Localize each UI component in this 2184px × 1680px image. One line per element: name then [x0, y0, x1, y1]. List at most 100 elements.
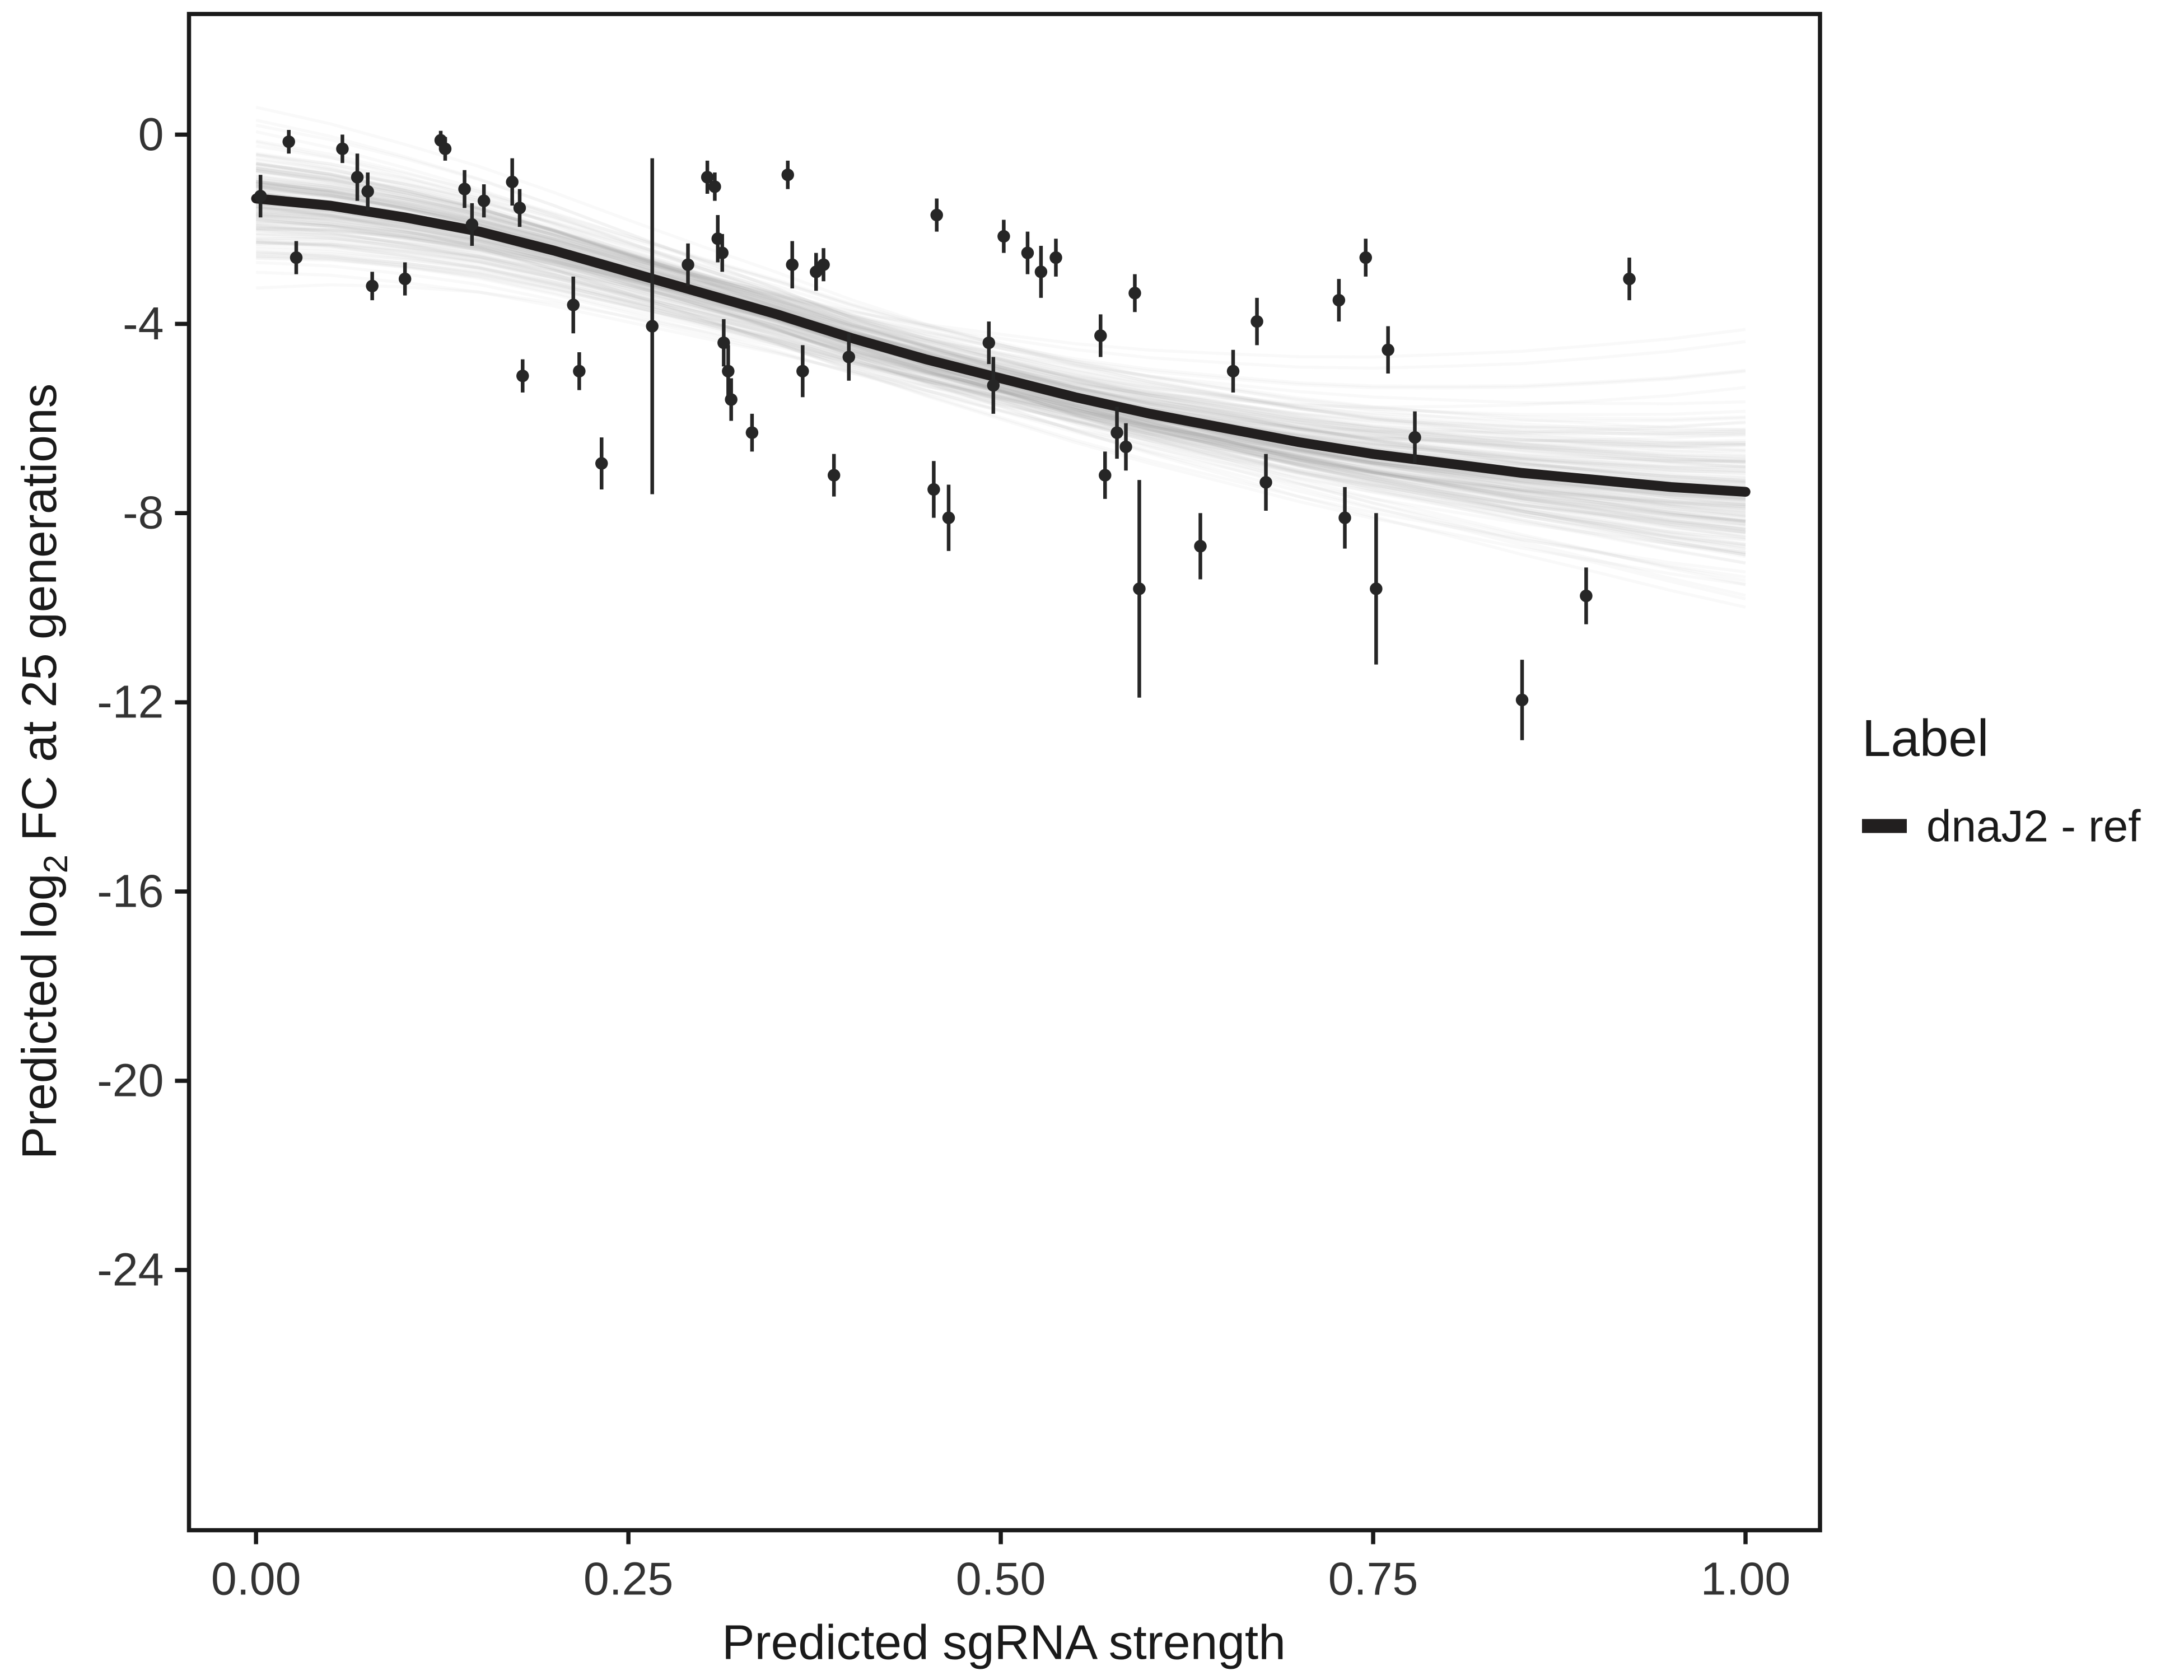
posterior-draw-line [255, 178, 1746, 582]
posterior-draw-line [255, 169, 1746, 536]
data-point [1382, 343, 1394, 357]
posterior-draw-line [256, 256, 1746, 504]
posterior-draw-line [255, 175, 1746, 468]
posterior-draw-line [256, 208, 1746, 609]
x-tick-label: 0.25 [584, 1553, 674, 1605]
posterior-draw-line [255, 169, 1746, 429]
data-point [1515, 693, 1529, 707]
posterior-draw-line [256, 241, 1746, 500]
x-tick-label: 1.00 [1701, 1553, 1791, 1605]
data-point [930, 208, 943, 222]
posterior-draw-line [255, 186, 1746, 475]
posterior-draw-line [256, 194, 1746, 464]
posterior-draw-line [255, 130, 1746, 464]
data-point [701, 171, 714, 184]
legend-title: Label [1862, 709, 1989, 767]
data-point [1094, 329, 1107, 342]
data-point [1259, 476, 1272, 489]
data-point [573, 365, 586, 378]
y-axis: 0 -4 -8 -12 -16 -20 -24 [97, 109, 189, 1295]
y-tick-label: -12 [97, 676, 164, 728]
posterior-draw-line [255, 157, 1746, 432]
posterior-draw-line [256, 256, 1746, 453]
data-point [942, 511, 955, 524]
data-point [997, 230, 1010, 243]
posterior-draw-line [255, 139, 1746, 501]
posterior-draw-line [255, 217, 1746, 554]
posterior-draw-line [255, 180, 1746, 388]
data-point [1099, 469, 1112, 482]
data-point [745, 426, 759, 439]
data-point [398, 272, 412, 286]
posterior-draw-line [256, 225, 1746, 564]
y-tick-label: -16 [97, 866, 164, 917]
posterior-draw-line [256, 228, 1746, 479]
data-point [458, 183, 471, 195]
posterior-draw-line [256, 283, 1746, 511]
posterior-draw-line [256, 238, 1746, 548]
data-point [516, 370, 529, 382]
posterior-draw-line [255, 181, 1746, 464]
data-point [1408, 431, 1421, 444]
data-point [927, 483, 940, 496]
data-point [987, 379, 1000, 392]
uncertainty-spaghetti-lines [255, 105, 1746, 609]
data-point [1332, 293, 1346, 307]
data-point [351, 171, 364, 184]
y-tick-label: -24 [97, 1244, 164, 1295]
data-point [646, 320, 659, 333]
data-point [1021, 246, 1034, 259]
posterior-draw-line [255, 193, 1746, 370]
posterior-draw-line [255, 202, 1746, 526]
posterior-draw-line [256, 188, 1746, 459]
data-point [366, 279, 379, 292]
posterior-draw-line [256, 250, 1746, 435]
posterior-draw-line [256, 224, 1746, 467]
posterior-draw-line [256, 227, 1746, 464]
data-point [361, 185, 374, 198]
data-point [1194, 540, 1207, 553]
posterior-draw-line [256, 240, 1746, 538]
posterior-draw-line [256, 241, 1746, 473]
data-point [786, 258, 799, 271]
posterior-draw-line [256, 242, 1746, 483]
data-points [254, 129, 1636, 740]
posterior-draw-line [256, 209, 1746, 463]
y-tick-label: -4 [123, 298, 164, 349]
data-point [438, 142, 452, 156]
data-point [290, 251, 303, 264]
posterior-draw-line [255, 184, 1746, 524]
posterior-draw-line [256, 228, 1746, 541]
data-point [336, 142, 349, 156]
legend-entry-label: dnaJ2 - ref [1926, 801, 2141, 851]
data-point [1338, 511, 1351, 524]
fit-curve [251, 193, 1751, 497]
x-tick-label: 0.75 [1328, 1553, 1418, 1605]
posterior-draw-line [255, 152, 1746, 478]
data-point [1359, 251, 1373, 264]
y-axis-title: Predicted log2 FC at 25 generations [12, 384, 74, 1160]
posterior-draw-line [255, 185, 1746, 423]
posterior-draw-line [255, 183, 1746, 436]
posterior-draw-line [256, 236, 1746, 437]
posterior-draw-line [256, 234, 1746, 507]
data-point [1226, 365, 1240, 378]
data-point [827, 469, 841, 482]
posterior-draw-line [255, 183, 1746, 460]
data-point [477, 194, 491, 207]
posterior-draw-line [255, 223, 1746, 506]
data-point [781, 168, 794, 181]
posterior-draw-line [256, 226, 1746, 539]
posterior-draw-line [256, 213, 1746, 501]
posterior-draw-line [255, 141, 1746, 547]
data-point [567, 298, 580, 311]
posterior-draw-line [256, 211, 1746, 502]
data-point [254, 189, 267, 203]
legend: Label dnaJ2 - ref [1862, 709, 2141, 851]
posterior-draw-line [256, 253, 1746, 523]
y-tick-label: -20 [97, 1054, 164, 1106]
posterior-draw-line [256, 247, 1746, 506]
data-point [1580, 589, 1593, 603]
data-point [842, 351, 856, 363]
